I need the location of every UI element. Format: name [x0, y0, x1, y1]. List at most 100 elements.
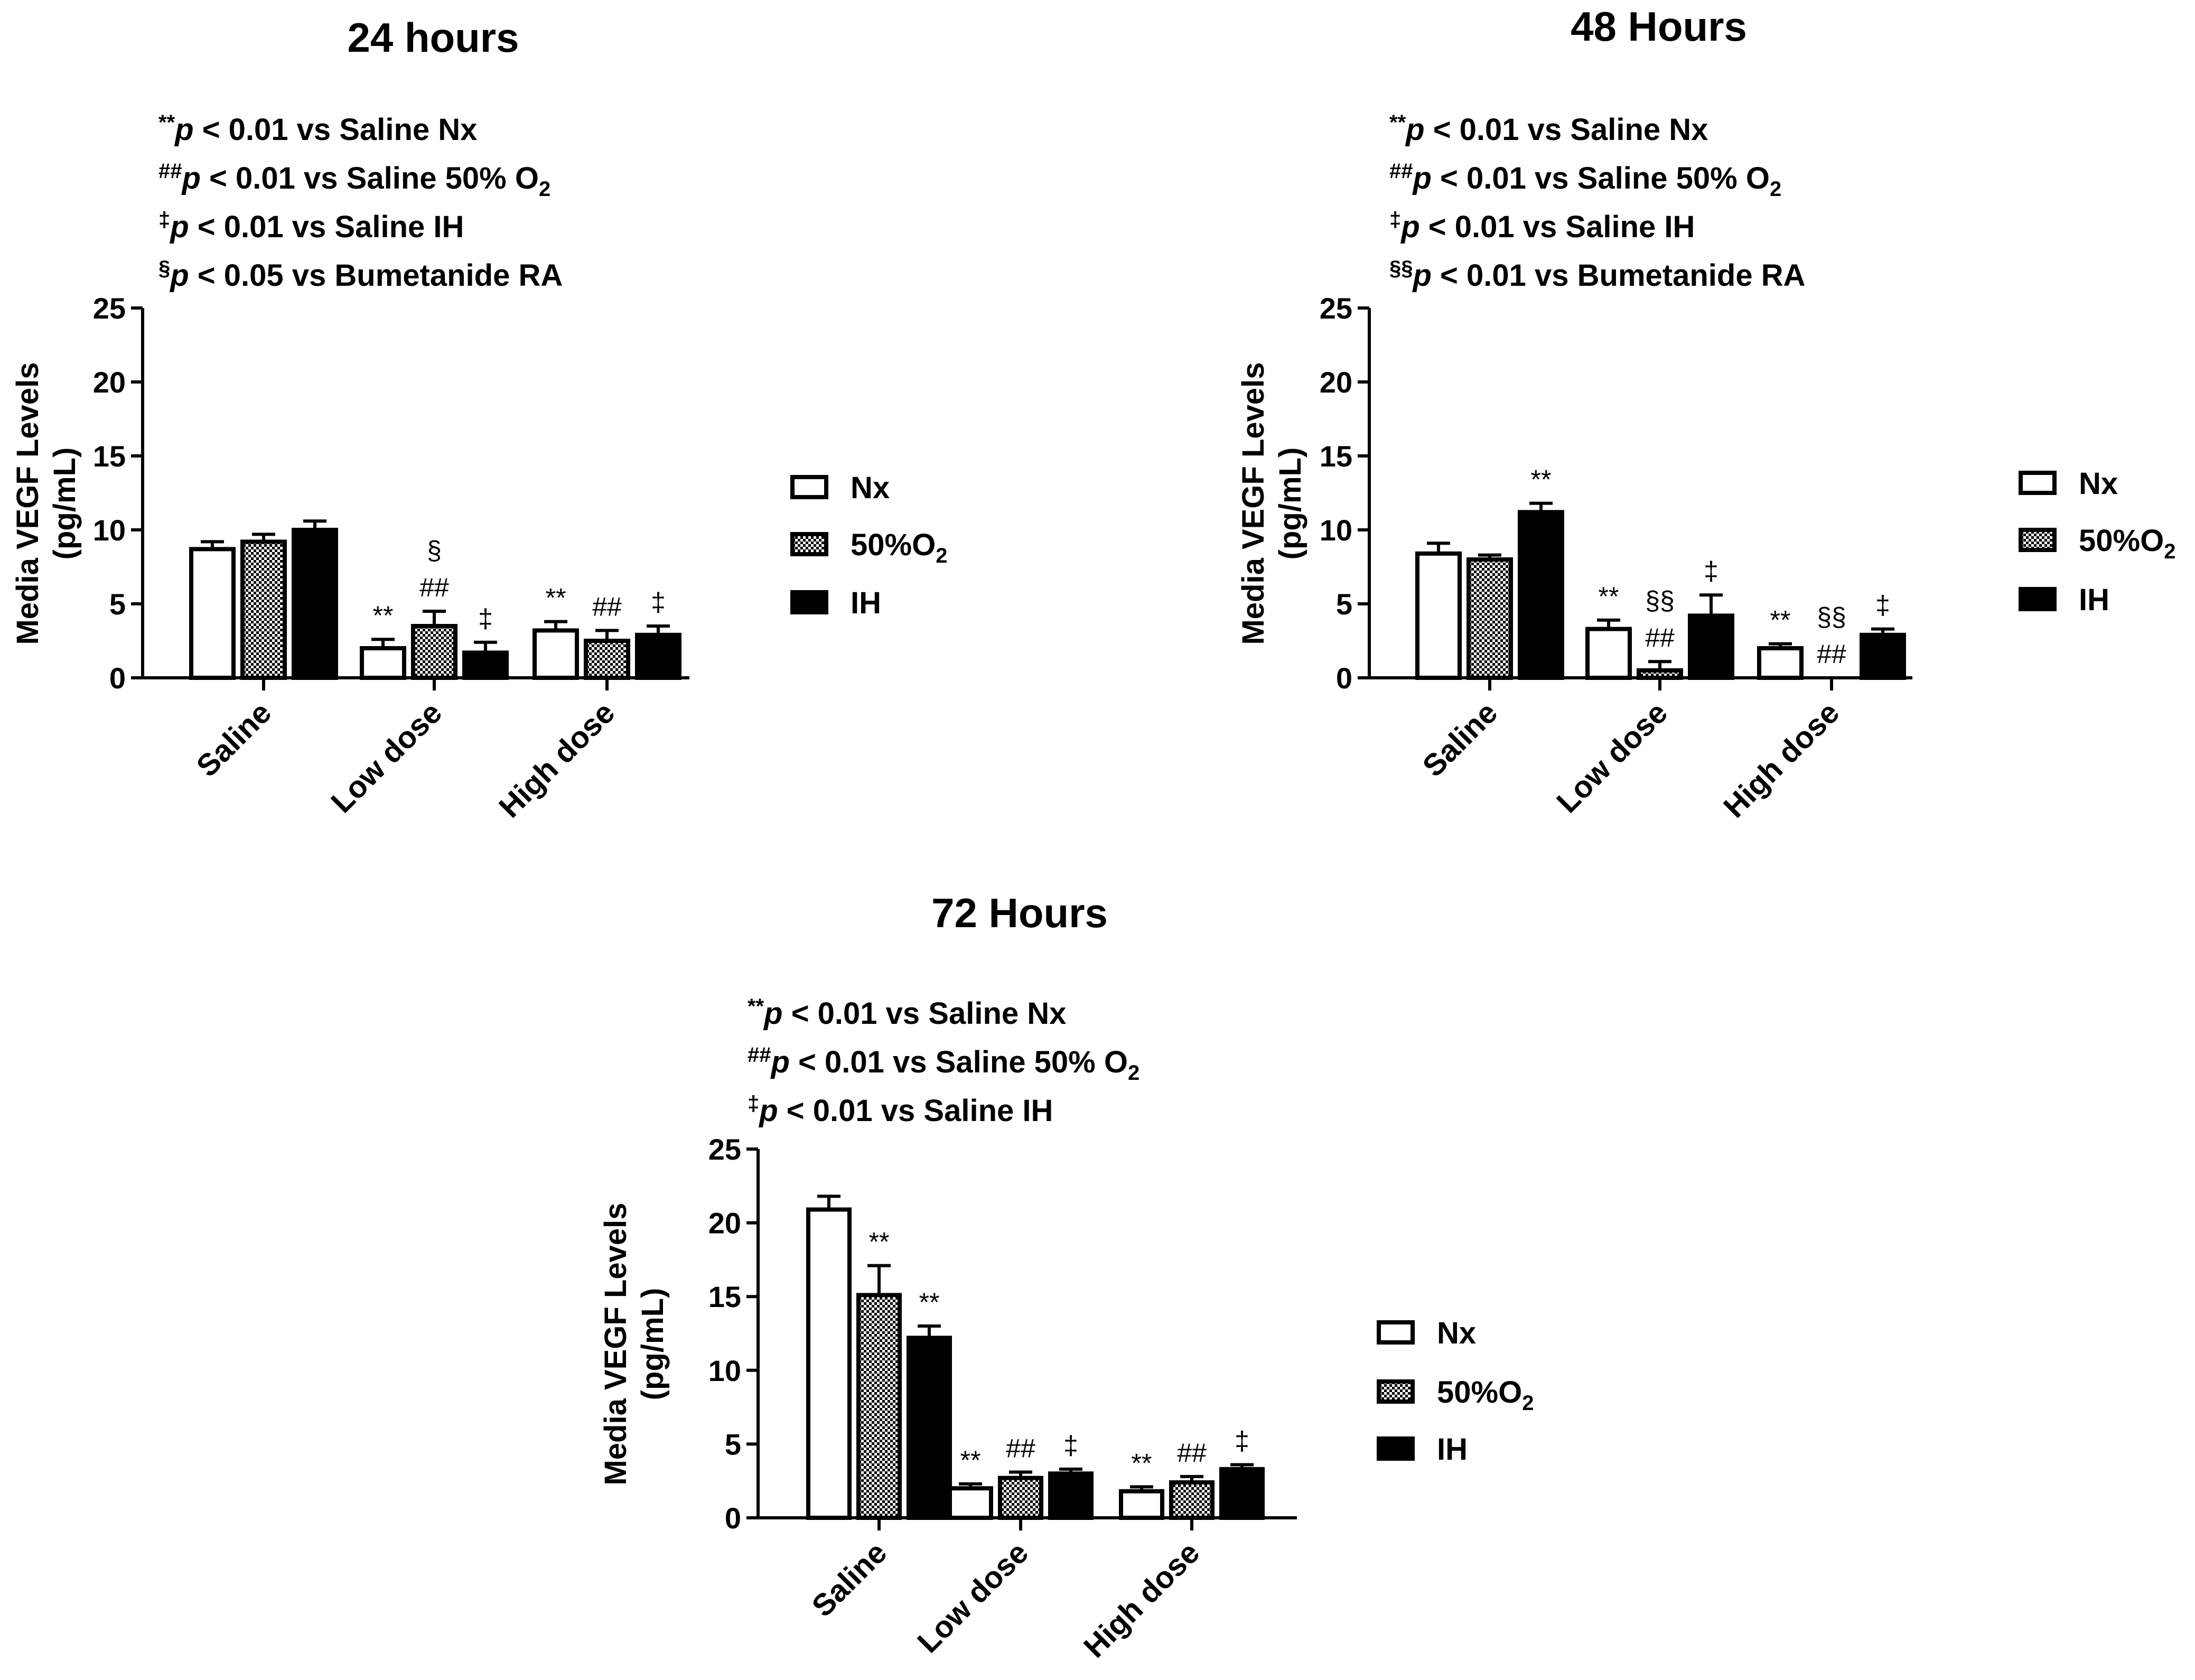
- note-text: < 0.01 vs Saline 50% O: [1432, 161, 1770, 195]
- note-symbol: §§: [1389, 257, 1413, 280]
- bar-ih-1: [1048, 1471, 1094, 1520]
- significance-marker: ‡: [478, 604, 493, 633]
- significance-note: **p < 0.01 vs Saline Nx: [158, 111, 477, 147]
- legend-swatch-0: [790, 475, 828, 499]
- note-text: < 0.01 vs Saline 50% O: [790, 1045, 1128, 1079]
- legend-label: 50%O2: [1437, 1375, 1534, 1415]
- significance-marker: §§: [1645, 586, 1675, 615]
- note-symbol: ##: [158, 160, 182, 183]
- significance-marker: ##: [419, 573, 449, 602]
- y-tick-label: 15: [93, 440, 126, 473]
- note-p: p: [758, 1094, 778, 1128]
- legend-swatch-0: [2019, 471, 2057, 495]
- note-p: p: [1405, 113, 1424, 147]
- bar-ih-1: [462, 650, 509, 680]
- significance-marker: ‡: [1063, 1431, 1078, 1460]
- note-symbol: ‡: [748, 1092, 759, 1115]
- significance-marker: **: [373, 601, 394, 630]
- legend-text: Nx: [1437, 1316, 1476, 1350]
- bar-50o-0: [240, 539, 287, 680]
- y-tick-label: 25: [93, 292, 126, 325]
- note-p: p: [169, 210, 189, 244]
- x-tick-label: Saline: [190, 695, 278, 783]
- legend-text: IH: [1437, 1432, 1468, 1467]
- y-tick-label: 15: [708, 1280, 741, 1313]
- legend-label: IH: [851, 586, 881, 620]
- x-tick-label: Low dose: [324, 695, 449, 819]
- note-text: < 0.01 vs Saline IH: [1420, 210, 1695, 244]
- significance-marker: ‡: [1704, 556, 1718, 586]
- note-symbol: **: [158, 111, 175, 134]
- significance-note: §p < 0.05 vs Bumetanide RA: [158, 257, 563, 293]
- y-tick-label: 0: [109, 661, 126, 695]
- note-symbol: ‡: [158, 208, 170, 231]
- bar-nx-2: [1757, 646, 1804, 680]
- y-tick-label: 25: [1320, 292, 1352, 325]
- significance-note: ##p < 0.01 vs Saline 50% O2: [158, 160, 550, 201]
- significance-marker: ##: [1006, 1433, 1035, 1463]
- significance-marker: **: [1770, 605, 1791, 635]
- significance-marker: **: [919, 1287, 940, 1317]
- bar-50o-1: [998, 1476, 1043, 1520]
- y-tick-label: 5: [1336, 587, 1352, 621]
- note-text: < 0.01 vs Saline IH: [189, 210, 464, 244]
- y-tick-label: 20: [708, 1207, 741, 1240]
- y-axis-label: Media VEGF Levels: [599, 1202, 633, 1485]
- y-tick-label: 25: [708, 1133, 741, 1166]
- legend-label: Nx: [1437, 1316, 1476, 1350]
- x-tick-label: High dose: [492, 695, 621, 824]
- legend-label: 50%O2: [2079, 524, 2175, 563]
- significance-note: **p < 0.01 vs Saline Nx: [748, 995, 1066, 1031]
- bar-ih-2: [1219, 1467, 1265, 1520]
- bar-ih-0: [907, 1336, 952, 1520]
- legend-swatch-1: [1377, 1379, 1415, 1404]
- note-p: p: [174, 113, 193, 147]
- y-tick-label: 0: [1336, 661, 1352, 695]
- bar-50o-2: [584, 639, 630, 680]
- chart-title: 48 Hours: [1571, 3, 1747, 50]
- legend-subscript: 2: [936, 544, 947, 567]
- bar-50o-1: [1637, 668, 1683, 680]
- chart-title: 72 Hours: [931, 890, 1108, 936]
- x-tick-label: High dose: [1077, 1535, 1206, 1664]
- y-tick-label: 0: [725, 1501, 741, 1535]
- bar-ih-0: [292, 528, 338, 680]
- significance-note: ##p < 0.01 vs Saline 50% O2: [748, 1043, 1139, 1085]
- legend-swatch-2: [1377, 1436, 1415, 1461]
- bar-nx-0: [1415, 551, 1462, 680]
- note-p: p: [181, 161, 201, 195]
- legend-text: Nx: [2079, 466, 2118, 501]
- x-tick-label: Saline: [805, 1535, 893, 1623]
- legend-subscript: 2: [1522, 1392, 1534, 1415]
- bar-ih-2: [635, 632, 681, 680]
- y-tick-label: 10: [93, 514, 126, 547]
- significance-marker: ‡: [1875, 591, 1890, 620]
- legend-label: Nx: [851, 471, 890, 505]
- panel-72h: 72 Hours**p < 0.01 vs Saline Nx##p < 0.0…: [599, 890, 1534, 1664]
- bar-nx-0: [806, 1207, 852, 1520]
- bar-nx-1: [948, 1486, 993, 1520]
- bar-ih-1: [1688, 613, 1734, 680]
- note-symbol: ‡: [1389, 208, 1401, 231]
- legend-text: 50%O: [1437, 1375, 1522, 1410]
- y-tick-label: 20: [93, 366, 126, 399]
- legend-text: Nx: [851, 471, 890, 505]
- legend-label: 50%O2: [851, 528, 947, 567]
- note-p: p: [763, 996, 782, 1031]
- note-text: < 0.01 vs Saline IH: [778, 1094, 1053, 1128]
- note-p: p: [1412, 258, 1432, 293]
- y-tick-label: 5: [109, 587, 126, 621]
- significance-marker: **: [1132, 1448, 1152, 1478]
- x-tick-label: Low dose: [911, 1535, 1035, 1659]
- significance-marker: ##: [1177, 1438, 1207, 1468]
- bar-nx-1: [360, 646, 406, 680]
- x-tick-label: High dose: [1717, 695, 1846, 824]
- significance-note: §§p < 0.01 vs Bumetanide RA: [1389, 257, 1806, 293]
- x-tick-label: Low dose: [1550, 695, 1674, 819]
- legend-text: IH: [851, 586, 881, 620]
- significance-marker: ##: [592, 592, 622, 621]
- bar-nx-2: [533, 628, 579, 680]
- significance-marker: ‡: [1235, 1426, 1249, 1455]
- significance-marker: **: [546, 583, 566, 613]
- panel-24h: 24 hours**p < 0.01 vs Saline Nx##p < 0.0…: [11, 14, 947, 824]
